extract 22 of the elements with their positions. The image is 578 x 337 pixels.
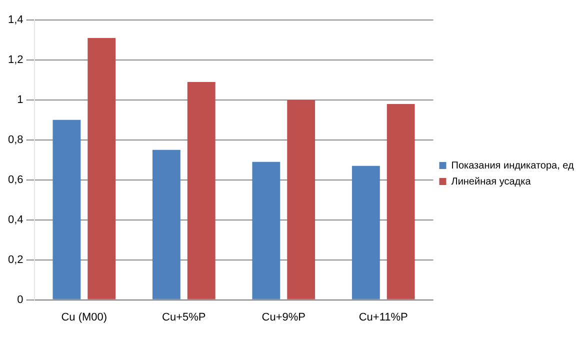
y-tick-label: 0	[17, 294, 24, 306]
bar	[88, 38, 116, 300]
bar	[352, 166, 380, 300]
bar	[187, 82, 216, 300]
y-tick-label: 1,4	[8, 14, 24, 26]
legend-label: Показания индикатора, ед	[451, 160, 574, 172]
bar	[152, 150, 180, 300]
x-tick-label: Cu (M00)	[61, 311, 108, 324]
bar	[287, 100, 316, 300]
x-tick-label: Cu+5%P	[162, 311, 206, 324]
y-tick-label: 0,4	[8, 214, 24, 226]
y-tick-label: 1	[17, 94, 24, 106]
bar	[252, 162, 280, 300]
y-tick-label: 1,2	[8, 54, 24, 66]
bar	[386, 104, 415, 300]
bar	[52, 120, 81, 300]
x-tick-label: Cu+9%P	[262, 311, 306, 324]
y-tick-label: 0,8	[8, 134, 24, 146]
x-tick-label: Cu+11%P	[358, 311, 408, 324]
legend-label: Линейная усадка	[451, 176, 532, 188]
y-tick-label: 0,6	[8, 174, 24, 186]
y-tick-label: 0,2	[8, 254, 24, 266]
